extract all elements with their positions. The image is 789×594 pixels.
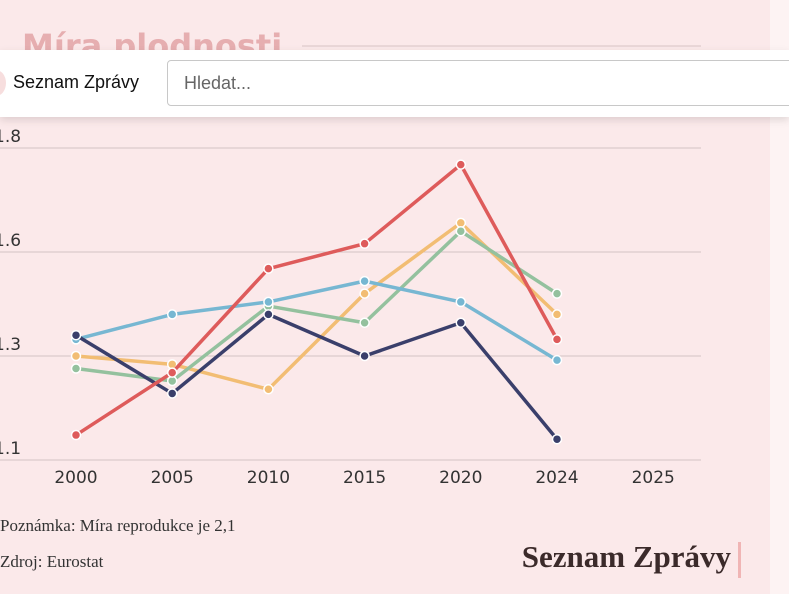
data-point (551, 433, 563, 445)
series-line (75, 221, 559, 392)
y-tick-label: 1.3 (0, 335, 21, 355)
data-point (70, 429, 82, 441)
data-point (551, 354, 563, 366)
data-point (166, 388, 178, 399)
data-point (263, 263, 274, 274)
logo-icon (0, 70, 6, 96)
data-point (263, 309, 274, 320)
source: Zdroj: Eurostat (0, 552, 104, 571)
data-point (70, 363, 82, 374)
search-input[interactable]: Hledat... (167, 60, 789, 106)
x-tick-label: 2020 (439, 468, 482, 488)
data-point (359, 317, 370, 328)
note: Poznámka: Míra reprodukce je 2,1 (0, 516, 236, 535)
data-point (70, 350, 82, 362)
data-point (359, 238, 370, 249)
data-point (359, 350, 370, 362)
x-tick-label: 2000 (54, 468, 97, 488)
data-point (263, 384, 274, 395)
data-point (166, 309, 178, 320)
brand[interactable]: Seznam Zprávy (13, 72, 140, 92)
x-tick-label: 2015 (343, 468, 386, 488)
series-line (75, 229, 558, 383)
x-tick-label: 2025 (632, 468, 675, 488)
y-tick-label: 1.1 (0, 439, 21, 459)
data-point (263, 296, 274, 308)
series-line (75, 279, 558, 362)
logo-bar (738, 542, 741, 578)
data-point (551, 288, 563, 299)
x-tick-label: 2024 (535, 468, 578, 488)
side-strip (770, 0, 789, 594)
x-tick-label: 2005 (151, 468, 194, 488)
logo: Seznam Zprávy (522, 539, 732, 574)
data-point (359, 275, 370, 287)
data-point (455, 225, 467, 237)
header: Seznam Zprávy Hledat... (0, 50, 789, 117)
data-point (166, 367, 178, 378)
y-tick-label: 1.6 (0, 231, 21, 251)
x-tick-label: 2010 (247, 468, 290, 488)
data-point (70, 329, 82, 341)
data-point (359, 288, 370, 299)
data-point (455, 159, 467, 170)
data-point (455, 317, 467, 328)
data-point (551, 309, 563, 320)
y-tick-label: 1.8 (0, 127, 21, 147)
series-line (75, 162, 559, 437)
data-point (455, 296, 467, 308)
data-point (551, 334, 563, 345)
